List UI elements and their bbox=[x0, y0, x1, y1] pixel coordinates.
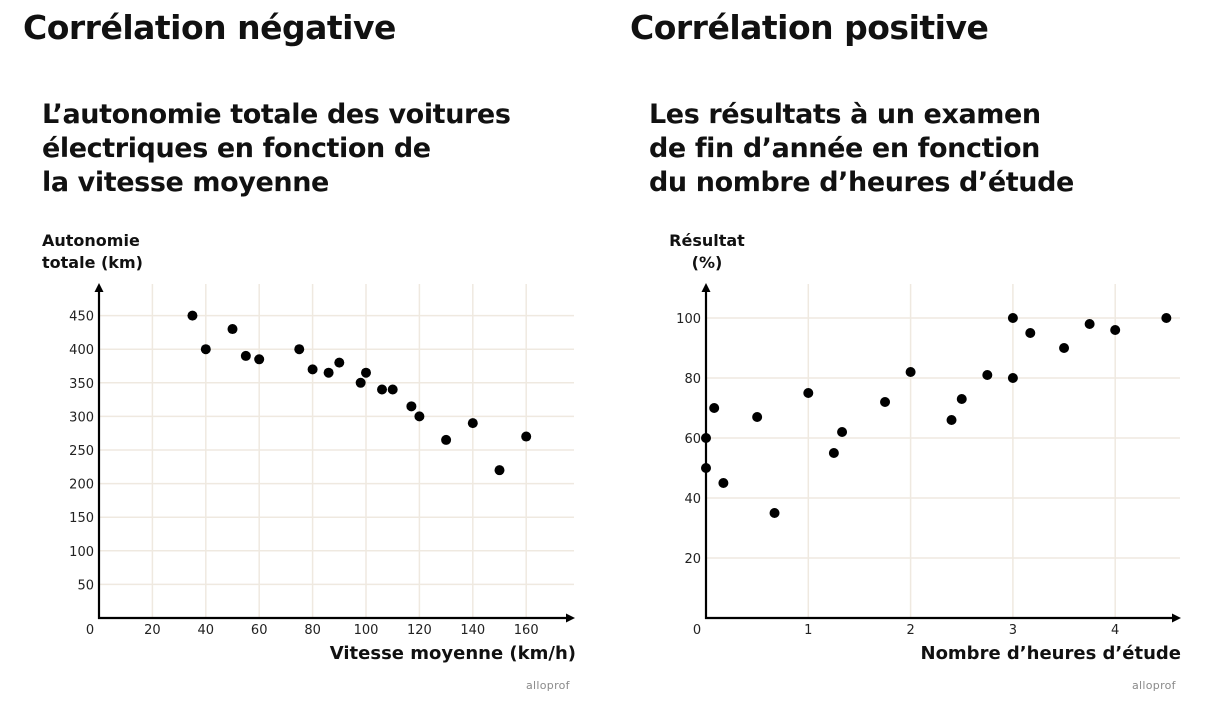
origin-label: 0 bbox=[693, 623, 701, 638]
x-tick-label: 80 bbox=[304, 623, 321, 638]
section-heading-positive: Corrélation positive bbox=[630, 8, 989, 47]
data-point bbox=[323, 367, 334, 378]
data-point bbox=[956, 394, 967, 404]
data-point bbox=[227, 324, 238, 335]
y-tick-label: 350 bbox=[69, 377, 94, 392]
x-axis-arrow bbox=[1172, 613, 1181, 623]
chart-title-exam: Les résultats à un examen de fin d’année… bbox=[649, 99, 1074, 198]
data-point bbox=[701, 433, 711, 443]
y-axis-arrow bbox=[701, 283, 711, 292]
data-point bbox=[905, 367, 916, 377]
x-tick-label: 140 bbox=[460, 623, 485, 638]
x-axis-label-speed: Vitesse moyenne (km/h) bbox=[329, 643, 576, 664]
data-point bbox=[1025, 328, 1036, 338]
data-point bbox=[294, 344, 305, 355]
y-tick-label: 40 bbox=[684, 492, 701, 507]
y-axis-label-exam: Résultat (%) bbox=[669, 231, 745, 272]
data-point bbox=[1059, 343, 1070, 353]
data-point bbox=[387, 384, 398, 395]
x-tick-label: 3 bbox=[1009, 623, 1017, 638]
x-tick-label: 1 bbox=[804, 623, 812, 638]
data-point bbox=[361, 367, 371, 378]
y-axis-label-autonomy: Autonomie totale (km) bbox=[42, 231, 143, 272]
chart-title-autonomy: L’autonomie totale des voitures électriq… bbox=[42, 99, 511, 198]
data-point bbox=[718, 478, 729, 488]
x-tick-label: 20 bbox=[144, 623, 161, 638]
credit-logo-left: alloprof bbox=[526, 679, 570, 692]
data-point bbox=[467, 418, 478, 429]
x-tick-label: 2 bbox=[906, 623, 914, 638]
x-tick-label: 160 bbox=[514, 623, 539, 638]
data-point bbox=[414, 411, 425, 422]
data-point bbox=[1110, 325, 1121, 335]
data-point bbox=[521, 431, 532, 442]
data-point bbox=[240, 350, 251, 361]
x-tick-label: 40 bbox=[198, 623, 215, 638]
x-tick-label: 100 bbox=[354, 623, 379, 638]
x-tick-label: 60 bbox=[251, 623, 268, 638]
data-point bbox=[307, 364, 318, 375]
x-axis-label-hours: Nombre d’heures d’étude bbox=[920, 643, 1182, 664]
data-point bbox=[441, 434, 452, 445]
x-tick-label: 120 bbox=[407, 623, 432, 638]
y-tick-label: 50 bbox=[77, 578, 94, 593]
y-tick-label: 100 bbox=[676, 312, 701, 327]
data-point bbox=[406, 401, 417, 412]
x-axis-arrow bbox=[566, 613, 575, 623]
data-point bbox=[880, 397, 891, 407]
data-point bbox=[254, 354, 265, 365]
y-tick-label: 60 bbox=[684, 432, 701, 447]
data-point bbox=[803, 388, 814, 398]
data-point bbox=[709, 403, 720, 413]
data-point bbox=[946, 415, 957, 425]
y-tick-label: 300 bbox=[69, 410, 94, 425]
data-point bbox=[752, 412, 763, 422]
data-point bbox=[769, 508, 780, 518]
data-point bbox=[1007, 313, 1018, 323]
y-tick-label: 400 bbox=[69, 343, 94, 358]
data-point bbox=[334, 357, 345, 368]
data-point bbox=[701, 463, 711, 473]
y-tick-label: 20 bbox=[684, 552, 701, 567]
data-point bbox=[355, 377, 366, 388]
y-tick-label: 200 bbox=[69, 478, 94, 493]
data-point bbox=[837, 427, 848, 437]
data-point bbox=[1084, 319, 1095, 329]
data-point bbox=[982, 370, 993, 380]
x-tick-label: 4 bbox=[1111, 623, 1119, 638]
y-tick-label: 450 bbox=[69, 310, 94, 325]
data-point bbox=[1161, 313, 1172, 323]
y-tick-label: 250 bbox=[69, 444, 94, 459]
section-heading-negative: Corrélation négative bbox=[23, 8, 396, 47]
data-point bbox=[187, 310, 198, 321]
origin-label: 0 bbox=[86, 623, 94, 638]
data-point bbox=[828, 448, 839, 458]
credit-logo-right: alloprof bbox=[1132, 679, 1176, 692]
data-point bbox=[1007, 373, 1018, 383]
data-point bbox=[200, 344, 211, 355]
y-tick-label: 150 bbox=[69, 511, 94, 526]
data-point bbox=[494, 465, 505, 476]
y-tick-label: 100 bbox=[69, 545, 94, 560]
data-point bbox=[377, 384, 388, 395]
y-tick-label: 80 bbox=[684, 372, 701, 387]
y-axis-arrow bbox=[94, 283, 104, 292]
